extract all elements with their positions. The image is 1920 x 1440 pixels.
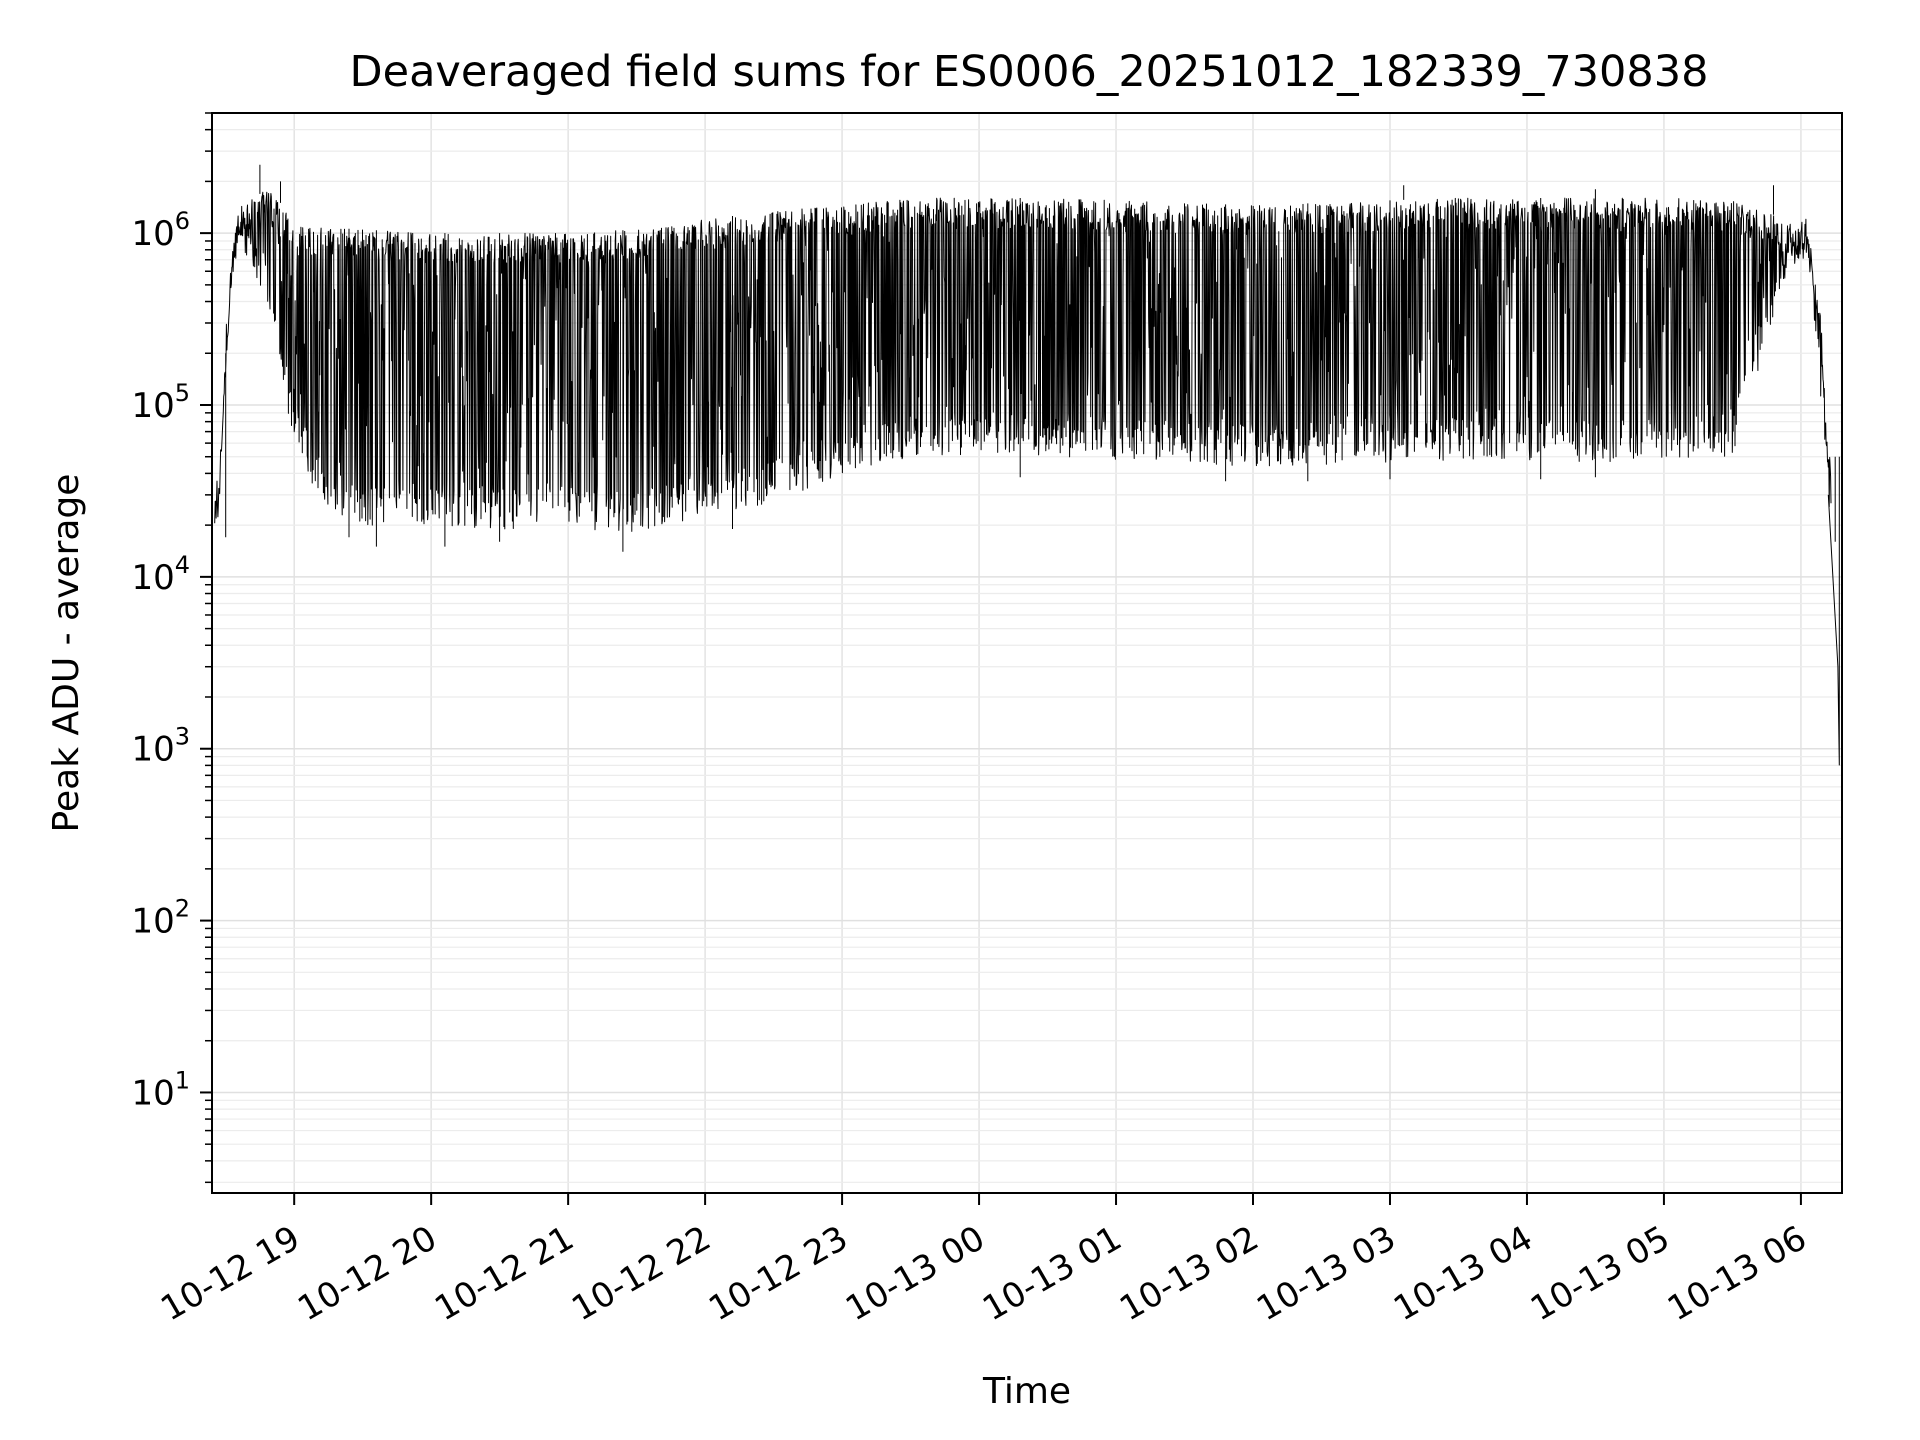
- y-axis-label: Peak ADU - average: [46, 474, 87, 833]
- y-tick-label: 106: [131, 207, 190, 254]
- y-tick-exponent: 3: [175, 723, 190, 751]
- y-tick-base: 10: [131, 730, 174, 770]
- y-tick-exponent: 2: [175, 895, 190, 923]
- y-tick-label: 103: [131, 723, 190, 770]
- y-tick-label: 102: [131, 895, 190, 942]
- y-tick-base: 10: [131, 214, 174, 254]
- y-tick-base: 10: [131, 386, 174, 426]
- x-tick-label: 10-13 06: [1661, 1218, 1813, 1329]
- x-tick-label: 10-12 19: [154, 1218, 306, 1329]
- y-tick-exponent: 4: [175, 551, 190, 579]
- chart-title: Deaveraged field sums for ES0006_2025101…: [350, 47, 1709, 97]
- y-tick-exponent: 1: [175, 1066, 190, 1094]
- x-tick-label: 10-12 20: [291, 1218, 443, 1329]
- y-tick-label: 105: [131, 379, 190, 426]
- y-tick-label: 101: [131, 1066, 190, 1113]
- series-line: [214, 164, 1840, 766]
- y-tick-exponent: 5: [175, 379, 190, 407]
- x-tick-label: 10-13 04: [1387, 1218, 1539, 1329]
- x-tick-label: 10-13 00: [839, 1218, 991, 1329]
- axes-frame: [211, 112, 1843, 1194]
- plot-area: [214, 164, 1840, 766]
- y-tick-exponent: 6: [175, 207, 190, 235]
- x-tick-label: 10-12 22: [565, 1218, 717, 1329]
- y-tick-base: 10: [131, 902, 174, 942]
- x-tick-label: 10-13 01: [976, 1218, 1128, 1329]
- x-tick-label: 10-13 02: [1113, 1218, 1265, 1329]
- x-axis-label: Time: [982, 1371, 1071, 1412]
- y-tick-base: 10: [131, 558, 174, 598]
- x-tick-label: 10-13 03: [1250, 1218, 1402, 1329]
- x-tick-label: 10-12 23: [702, 1218, 854, 1329]
- x-tick-label: 10-12 21: [428, 1218, 580, 1329]
- y-tick-label: 104: [131, 551, 190, 598]
- x-tick-label: 10-13 05: [1524, 1218, 1676, 1329]
- y-tick-base: 10: [131, 1073, 174, 1113]
